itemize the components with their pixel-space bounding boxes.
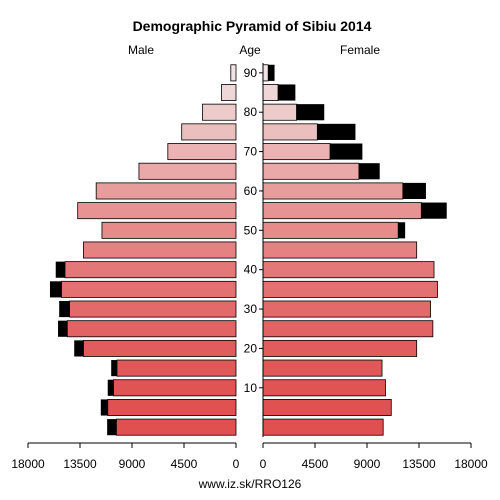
- male-bar-90+: [230, 64, 237, 82]
- female-x-tick-4500: 4500: [302, 457, 329, 471]
- female-bar-90+: [262, 64, 269, 82]
- male-excess-35-39: [49, 281, 62, 298]
- male-bar-40-44: [64, 261, 237, 279]
- age-tick-40: 40: [244, 263, 258, 277]
- female-bar-80-84: [262, 103, 297, 121]
- source-caption: www.iz.sk/RRO126: [198, 477, 302, 491]
- female-excess-50-54: [398, 222, 406, 239]
- male-label: Male: [128, 43, 154, 57]
- female-excess-75-79: [317, 123, 356, 140]
- male-bar-45-49: [83, 241, 237, 259]
- female-bar-50-54: [262, 221, 399, 239]
- female-bar-45-49: [262, 241, 418, 259]
- female-bar-15-19: [262, 359, 383, 377]
- female-excess-80-84: [296, 104, 325, 121]
- age-tick-20: 20: [244, 341, 258, 355]
- age-tick-50: 50: [244, 223, 258, 237]
- value-axis: 18000 13500 9000 4500 0 0 4500 9000 13500 18000: [11, 443, 488, 471]
- age-tick-90: 90: [244, 66, 258, 80]
- male-x-tick-9000: 9000: [119, 457, 146, 471]
- male-bar-50-54: [101, 221, 237, 239]
- male-bar-0-4: [116, 418, 237, 436]
- age-axis: 10 20 30 40 50 60 70 80 90: [244, 66, 263, 395]
- male-excess-25-29: [58, 320, 68, 337]
- male-bar-35-39: [61, 280, 237, 298]
- male-excess-10-14: [107, 379, 114, 396]
- male-excess-5-9: [100, 399, 108, 416]
- female-bar-75-79: [262, 123, 318, 141]
- female-excess-60-64: [402, 182, 426, 200]
- female-bar-25-29: [262, 320, 434, 338]
- female-bar-10-14: [262, 379, 386, 397]
- female-bar-85-89: [262, 84, 279, 101]
- male-excess-15-19: [111, 360, 117, 377]
- male-bar-70-74: [167, 143, 237, 161]
- female-bar-5-9: [262, 399, 392, 416]
- male-bar-80-84: [202, 103, 237, 121]
- female-bar-65-69: [262, 162, 360, 180]
- age-tick-80: 80: [244, 105, 258, 119]
- male-x-tick-4500: 4500: [171, 457, 198, 471]
- male-bar-85-89: [221, 84, 237, 101]
- male-bar-75-79: [181, 123, 237, 141]
- female-bars: [262, 64, 447, 436]
- female-bar-30-34: [262, 300, 431, 318]
- male-bar-5-9: [107, 399, 237, 416]
- male-excess-20-24: [74, 340, 84, 357]
- male-excess-0-4: [107, 419, 117, 436]
- female-excess-90+: [268, 64, 275, 81]
- male-x-tick-13500: 13500: [63, 457, 97, 471]
- male-bars: [49, 64, 237, 436]
- male-bar-60-64: [95, 182, 237, 200]
- female-x-tick-0: 0: [260, 457, 267, 471]
- male-excess-40-44: [55, 261, 65, 278]
- female-bar-35-39: [262, 280, 438, 298]
- male-bar-10-14: [113, 379, 237, 397]
- male-bar-55-59: [77, 202, 237, 220]
- age-tick-70: 70: [244, 145, 258, 159]
- female-excess-55-59: [421, 202, 447, 219]
- female-bar-0-4: [262, 418, 384, 436]
- female-excess-65-69: [358, 163, 380, 180]
- male-bar-65-69: [138, 162, 237, 180]
- male-x-tick-18000: 18000: [11, 457, 45, 471]
- female-x-tick-13500: 13500: [402, 457, 436, 471]
- age-tick-10: 10: [244, 381, 258, 395]
- chart-title: Demographic Pyramid of Sibiu 2014: [133, 18, 372, 34]
- male-bar-25-29: [66, 320, 237, 338]
- female-x-tick-18000: 18000: [454, 457, 488, 471]
- female-bar-55-59: [262, 202, 422, 220]
- male-bar-15-19: [116, 359, 237, 377]
- female-x-tick-9000: 9000: [354, 457, 381, 471]
- female-bar-70-74: [262, 143, 331, 161]
- age-tick-60: 60: [244, 184, 258, 198]
- female-label: Female: [340, 43, 380, 57]
- male-excess-30-34: [59, 300, 70, 318]
- female-excess-85-89: [278, 84, 296, 101]
- female-bar-60-64: [262, 182, 404, 200]
- age-label: Age: [239, 43, 261, 57]
- male-x-tick-0: 0: [233, 457, 240, 471]
- female-bar-20-24: [262, 339, 418, 357]
- female-bar-40-44: [262, 261, 435, 279]
- male-bar-30-34: [69, 300, 237, 318]
- age-tick-30: 30: [244, 302, 258, 316]
- female-excess-70-74: [330, 143, 363, 160]
- male-bar-20-24: [83, 339, 237, 357]
